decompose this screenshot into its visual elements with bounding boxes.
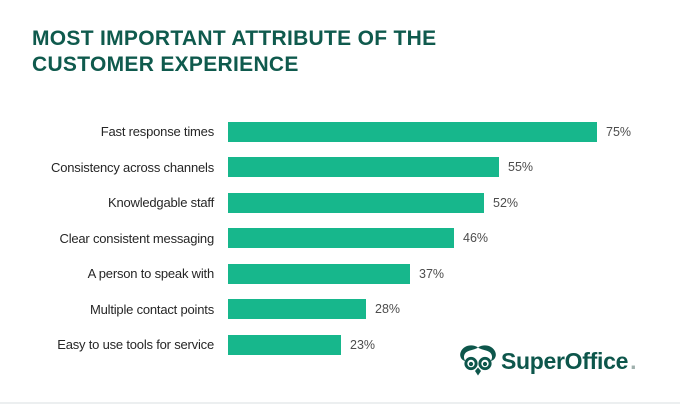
chart-row: Fast response times 75% [0,114,680,150]
chart-row: Consistency across channels 55% [0,150,680,186]
bar-label: Multiple contact points [89,301,214,317]
page-title-line2: CUSTOMER EXPERIENCE [32,53,299,76]
chart-row: Multiple contact points 28% [0,292,680,328]
logo-text: SuperOffice [501,348,629,374]
bar [228,334,341,355]
bar [228,192,484,213]
chart-row: Knowledgable staff 52% [0,185,680,221]
bar-value: 75% [606,124,632,139]
bar [228,157,499,178]
bar-value: 52% [493,195,519,210]
bar-label: A person to speak with [87,266,215,282]
bar-value: 55% [508,160,534,175]
bar-label: Fast response times [100,124,214,140]
chart-row: Clear consistent messaging 46% [0,221,680,257]
bar-value: 28% [375,302,401,317]
bar-label: Knowledgable staff [107,195,214,211]
bar [228,263,410,284]
bar-label: Consistency across channels [51,159,214,175]
bar [228,228,454,249]
page-title: MOST IMPORTANT ATTRIBUTE OF THE CUSTOMER… [32,26,472,78]
bar-label: Easy to use tools for service [57,337,214,353]
bar-label: Clear consistent messaging [59,230,215,246]
bar-value: 23% [350,337,376,352]
bar-value: 37% [419,266,445,281]
owl-icon [460,345,496,376]
bar [228,299,366,320]
superoffice-logo: SuperOffice . [458,344,636,378]
logo-period: . [630,348,637,374]
page-title-line1: MOST IMPORTANT ATTRIBUTE OF THE [32,27,437,50]
bar-chart: Fast response times 75% Consistency across… [0,114,680,363]
bar-value: 46% [463,231,489,246]
chart-row: Easy to use tools for service 23% [0,327,680,363]
bar [228,121,597,142]
bottom-divider [0,402,680,404]
chart-row: A person to speak with 37% [0,256,680,292]
